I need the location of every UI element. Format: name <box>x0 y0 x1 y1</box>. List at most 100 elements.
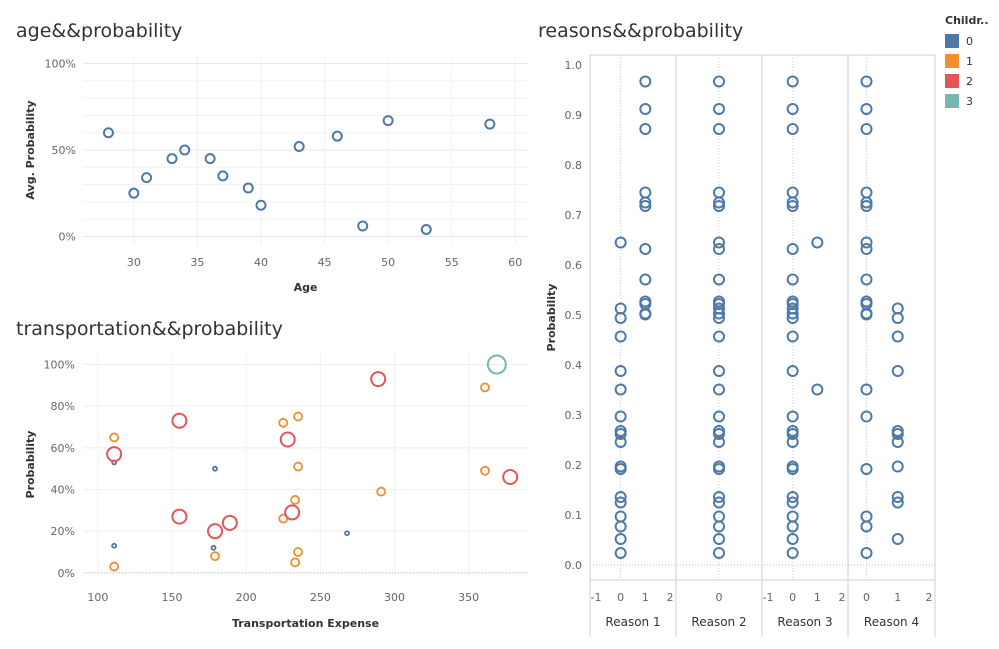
reasons-point <box>614 365 627 377</box>
reasons-point <box>614 520 627 533</box>
reasons-point <box>639 243 652 255</box>
reasons-x-tick-label: 2 <box>926 591 933 604</box>
reasons-y-tick-label: 0.7 <box>565 209 583 222</box>
transport-point <box>109 561 120 572</box>
reasons-point <box>639 123 652 135</box>
reasons-point <box>713 491 725 503</box>
reasons-x-tick-label: 1 <box>814 591 821 604</box>
reasons-point <box>891 491 904 503</box>
reasons-point <box>713 312 725 324</box>
transport-point <box>171 508 188 525</box>
reasons-point <box>614 330 627 343</box>
transport-y-tick-label: 0% <box>58 567 75 580</box>
legend-label-0: 0 <box>966 34 973 48</box>
reasons-point <box>860 273 873 286</box>
reasons-point <box>786 103 799 115</box>
transport-x-tick-label: 250 <box>310 591 331 604</box>
transport-point <box>290 495 301 505</box>
transport-x-axis-label: Transportation Expense <box>232 617 379 630</box>
age-point <box>382 115 394 127</box>
reasons-point <box>786 496 799 509</box>
reasons-point <box>786 463 799 475</box>
legend-swatch-2 <box>945 74 959 88</box>
reasons-point <box>811 236 824 249</box>
reasons-y-tick-label: 0.6 <box>565 259 583 272</box>
reasons-facet-label: Reason 2 <box>691 615 746 629</box>
legend-item-2[interactable]: 2 <box>945 71 989 91</box>
age-point <box>293 141 305 153</box>
reasons-point <box>891 496 904 509</box>
transport-y-tick-label: 80% <box>51 400 75 413</box>
reasons-point <box>614 533 627 545</box>
reasons-y-tick-label: 0.2 <box>565 459 583 472</box>
transport-point <box>344 530 350 537</box>
transport-point <box>207 523 224 540</box>
age-y-tick-label: 0% <box>59 230 76 243</box>
reasons-chart-title: reasons&&probability <box>538 20 744 42</box>
reasons-point <box>860 200 873 212</box>
transport-point <box>293 547 303 557</box>
reasons-point <box>860 196 873 209</box>
legend-item-1[interactable]: 1 <box>945 51 989 71</box>
reasons-point <box>713 243 725 255</box>
reasons-point <box>786 312 799 324</box>
reasons-point <box>891 330 904 343</box>
reasons-facet-label: Reason 3 <box>777 615 832 629</box>
age-point <box>217 170 229 182</box>
reasons-point <box>891 436 904 448</box>
transport-point <box>480 465 490 476</box>
transport-point <box>480 382 490 393</box>
reasons-y-tick-label: 0.1 <box>565 509 583 522</box>
reasons-point <box>786 436 799 448</box>
reasons-point <box>786 547 799 559</box>
transport-y-tick-label: 100% <box>44 359 75 372</box>
reasons-point <box>786 520 799 533</box>
age-point <box>102 127 114 139</box>
legend-item-3[interactable]: 3 <box>945 91 989 111</box>
reasons-point <box>614 428 627 440</box>
reasons-x-tick-label: 1 <box>642 591 649 604</box>
legend-title: Childr.. <box>945 14 989 27</box>
reasons-point <box>614 410 627 423</box>
age-point <box>357 220 369 232</box>
age-x-tick-label: 35 <box>190 256 204 269</box>
reasons-x-tick-label: 0 <box>789 591 796 604</box>
transport-point <box>284 504 301 521</box>
transport-point <box>293 411 303 422</box>
reasons-point <box>713 436 725 448</box>
reasons-y-tick-label: 0.3 <box>565 409 583 422</box>
transport-point <box>109 432 120 443</box>
age-y-tick-label: 50% <box>52 144 76 157</box>
reasons-point <box>891 460 904 473</box>
age-chart-title: age&&probability <box>16 20 183 42</box>
transport-point <box>111 542 118 549</box>
reasons-point <box>786 307 799 320</box>
age-point <box>141 172 153 184</box>
reasons-point <box>860 103 873 115</box>
reasons-point <box>614 436 627 448</box>
reasons-point <box>639 186 652 199</box>
reasons-point <box>786 491 799 503</box>
transport-x-tick-label: 300 <box>384 591 405 604</box>
transport-point <box>290 557 301 568</box>
reasons-point <box>614 496 627 509</box>
reasons-point <box>713 236 725 249</box>
transport-point <box>106 446 123 463</box>
transport-y-axis-label: Probability <box>24 431 37 499</box>
legend-swatch-0 <box>945 34 959 48</box>
reasons-point <box>614 547 627 559</box>
age-x-axis-label: Age <box>294 281 318 294</box>
reasons-y-tick-label: 0.9 <box>565 109 583 122</box>
reasons-x-tick-label: 1 <box>894 591 901 604</box>
reasons-point <box>860 308 873 321</box>
legend-swatch-1 <box>945 54 959 68</box>
age-x-tick-label: 55 <box>445 256 459 269</box>
age-point <box>420 223 432 235</box>
transport-x-tick-label: 350 <box>458 591 479 604</box>
reasons-point <box>891 365 904 377</box>
reasons-point <box>713 123 725 135</box>
legend-item-0[interactable]: 0 <box>945 31 989 51</box>
transport-point <box>212 465 218 472</box>
reasons-x-tick-label: -1 <box>591 591 602 604</box>
reasons-point <box>786 196 799 209</box>
